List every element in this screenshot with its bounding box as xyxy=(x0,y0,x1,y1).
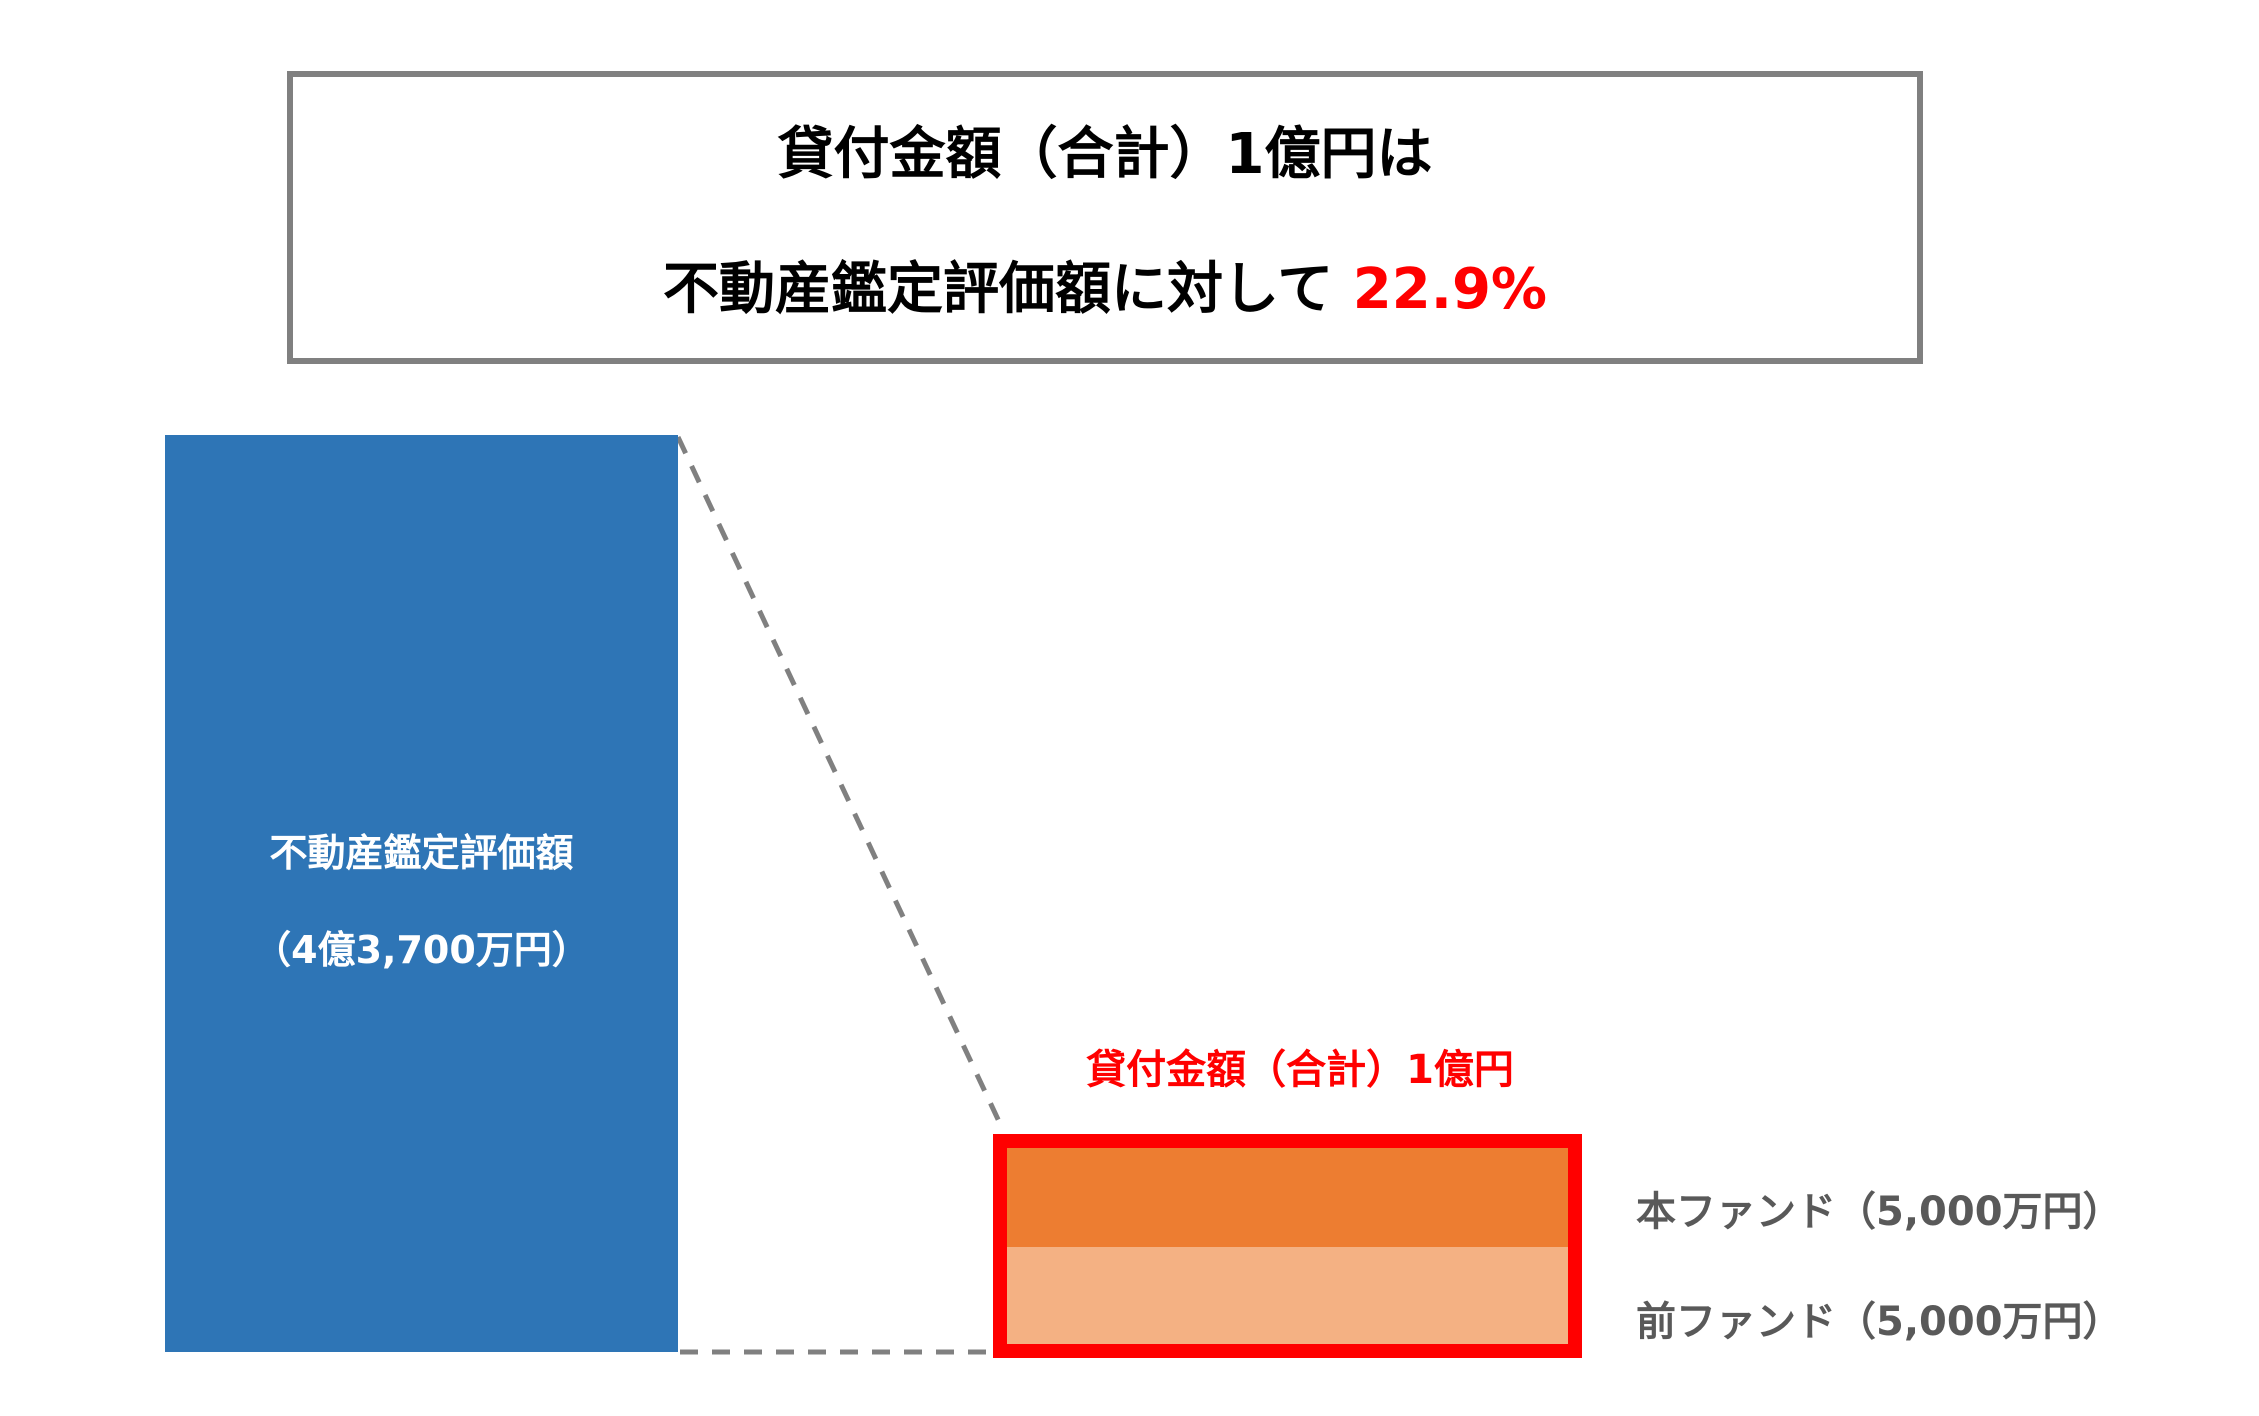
loan-total-box xyxy=(993,1134,1582,1358)
current-fund-label: 本ファンド（5,000万円） xyxy=(1636,1189,2123,1235)
current-fund-segment xyxy=(1007,1148,1568,1247)
previous-fund-segment xyxy=(1007,1247,1568,1344)
appraisal-value-bar: 不動産鑑定評価額 （4億3,700万円） xyxy=(165,435,678,1352)
appraisal-amount: （4億3,700万円） xyxy=(253,928,590,972)
appraisal-label: 不動産鑑定評価額 xyxy=(269,831,574,875)
summary-box: 貸付金額（合計）1億円は 不動産鑑定評価額に対して 22.9% xyxy=(287,71,1923,364)
loan-total-label: 貸付金額（合計）1億円 xyxy=(1086,1047,1514,1093)
summary-line-2: 不動産鑑定評価額に対して 22.9% xyxy=(293,255,1917,325)
summary-line-2-text: 不動産鑑定評価額に対して xyxy=(662,257,1353,322)
previous-fund-label: 前ファンド（5,000万円） xyxy=(1636,1299,2123,1345)
summary-line-1: 貸付金額（合計）1億円は xyxy=(777,122,1433,187)
diagonal-dashed-line xyxy=(675,435,1006,1132)
ratio-highlight: 22.9% xyxy=(1352,257,1548,322)
